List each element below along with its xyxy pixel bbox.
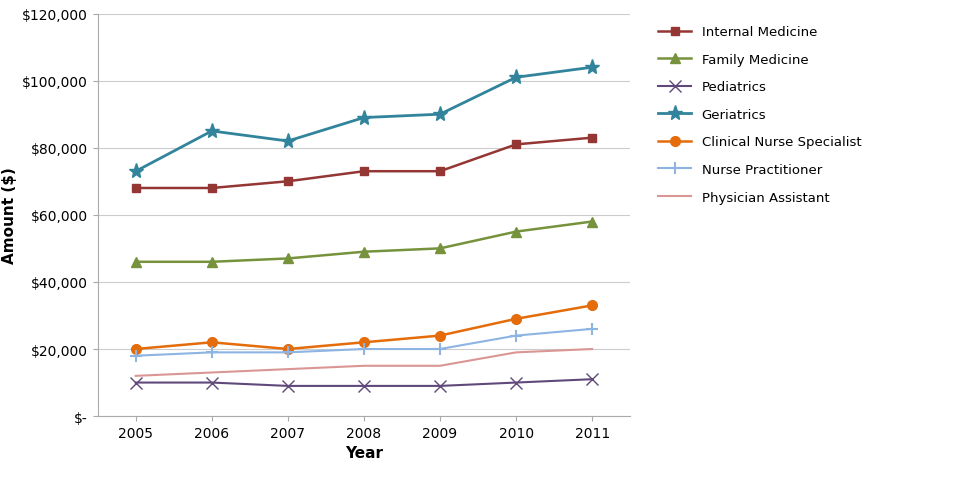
Line: Clinical Nurse Specialist: Clinical Nurse Specialist xyxy=(131,301,597,354)
Geriatrics xyxy=(510,75,522,81)
Line: Geriatrics: Geriatrics xyxy=(128,60,600,180)
Internal Medicine xyxy=(586,136,598,141)
Family Medicine xyxy=(359,249,370,255)
Pediatrics xyxy=(130,380,142,386)
Geriatrics xyxy=(586,65,598,71)
Geriatrics xyxy=(282,139,294,145)
Geriatrics xyxy=(130,169,142,175)
Family Medicine xyxy=(206,259,218,265)
Physician Assistant xyxy=(282,366,294,372)
Nurse Practitioner xyxy=(282,350,294,356)
Internal Medicine xyxy=(206,186,218,192)
Line: Physician Assistant: Physician Assistant xyxy=(136,349,592,376)
Line: Pediatrics: Pediatrics xyxy=(130,374,598,392)
Nurse Practitioner xyxy=(130,353,142,359)
Physician Assistant xyxy=(206,370,218,376)
Physician Assistant xyxy=(434,363,446,369)
Nurse Practitioner xyxy=(586,326,598,332)
Physician Assistant xyxy=(130,373,142,379)
Physician Assistant xyxy=(586,347,598,352)
Clinical Nurse Specialist xyxy=(359,340,370,346)
Internal Medicine xyxy=(282,179,294,185)
Nurse Practitioner xyxy=(359,347,370,352)
Internal Medicine xyxy=(359,169,370,175)
Pediatrics xyxy=(282,383,294,389)
Family Medicine xyxy=(282,256,294,262)
Pediatrics xyxy=(359,383,370,389)
Internal Medicine xyxy=(130,186,142,192)
Legend: Internal Medicine, Family Medicine, Pediatrics, Geriatrics, Clinical Nurse Speci: Internal Medicine, Family Medicine, Pedi… xyxy=(653,21,867,210)
Internal Medicine xyxy=(434,169,446,175)
Geriatrics xyxy=(206,129,218,135)
Clinical Nurse Specialist xyxy=(586,303,598,309)
Clinical Nurse Specialist xyxy=(510,316,522,322)
X-axis label: Year: Year xyxy=(345,445,383,460)
Family Medicine xyxy=(510,229,522,235)
Nurse Practitioner xyxy=(206,350,218,356)
Physician Assistant xyxy=(359,363,370,369)
Clinical Nurse Specialist xyxy=(434,333,446,339)
Pediatrics xyxy=(206,380,218,386)
Line: Internal Medicine: Internal Medicine xyxy=(132,134,596,193)
Pediatrics xyxy=(434,383,446,389)
Family Medicine xyxy=(130,259,142,265)
Internal Medicine xyxy=(510,142,522,148)
Line: Nurse Practitioner: Nurse Practitioner xyxy=(130,323,598,362)
Physician Assistant xyxy=(510,350,522,356)
Geriatrics xyxy=(434,112,446,118)
Family Medicine xyxy=(434,246,446,252)
Clinical Nurse Specialist xyxy=(130,347,142,352)
Line: Family Medicine: Family Medicine xyxy=(131,217,597,267)
Nurse Practitioner xyxy=(434,347,446,352)
Family Medicine xyxy=(586,219,598,225)
Clinical Nurse Specialist xyxy=(282,347,294,352)
Y-axis label: Amount ($): Amount ($) xyxy=(2,167,17,264)
Pediatrics xyxy=(586,377,598,382)
Pediatrics xyxy=(510,380,522,386)
Clinical Nurse Specialist xyxy=(206,340,218,346)
Nurse Practitioner xyxy=(510,333,522,339)
Geriatrics xyxy=(359,115,370,121)
